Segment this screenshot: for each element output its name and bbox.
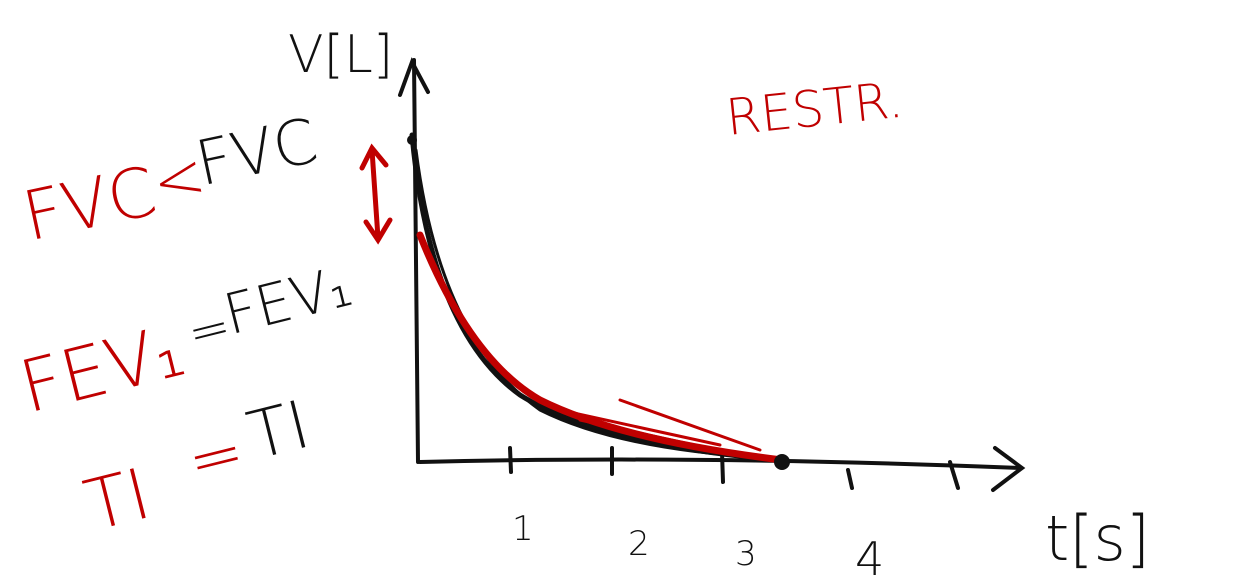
axes (400, 60, 1022, 490)
comparison: FEV₁ = FEV₁ (9, 254, 365, 429)
x-tick-label: 2 (628, 524, 650, 564)
diagnosis-label: RESTR. (723, 71, 906, 147)
comparison-left: FVC (16, 152, 163, 257)
difference-arrow (362, 148, 390, 240)
normal-curve (412, 135, 780, 460)
comparison-right: FVC (190, 104, 324, 201)
end-point (774, 454, 790, 470)
x-tick-label: 4 (855, 532, 884, 579)
x-tick-label: 3 (735, 534, 757, 574)
comparison-left: TI (77, 453, 158, 548)
y-axis-label: V[L] (288, 25, 393, 85)
comparison-relation: = (180, 412, 252, 500)
curves (362, 135, 790, 470)
start-point (407, 135, 417, 145)
y-axis (414, 60, 418, 462)
comparison-right: FEV₁ (218, 254, 358, 348)
x-tick-label: 1 (512, 509, 534, 549)
comparison: FVC < FVC (13, 104, 327, 258)
sketch: V[L] t[s] 1 2 3 4 RESTR. FVC < FVC FEV₁ … (0, 0, 1250, 579)
normal-curve-2 (416, 150, 770, 458)
comparison-right: TI (240, 386, 317, 475)
x-axis-label: t[s] (1045, 502, 1150, 575)
comparison-left: FEV₁ (12, 308, 192, 429)
